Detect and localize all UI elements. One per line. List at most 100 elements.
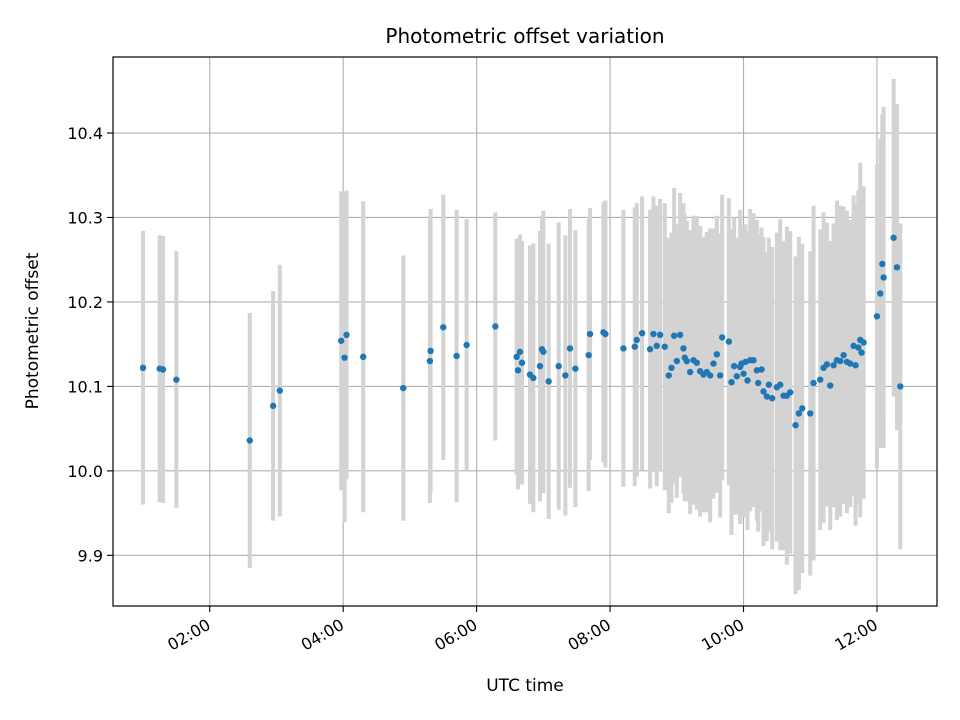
y-axis: 9.9 10.0 10.1 10.2 10.3 10.4: [67, 124, 113, 565]
data-point: [860, 339, 867, 346]
data-point: [754, 379, 762, 387]
y-tick-label: 9.9: [78, 546, 103, 565]
data-point: [246, 437, 253, 444]
data-point: [602, 330, 609, 338]
data-point: [807, 410, 814, 417]
data-point: [646, 346, 654, 353]
data-point: [750, 357, 757, 364]
data-point: [740, 370, 747, 377]
data-point: [514, 367, 522, 374]
data-point: [713, 351, 721, 358]
data-point: [893, 264, 901, 271]
data-point: [673, 357, 680, 365]
chart-title: Photometric offset variation: [385, 24, 664, 48]
data-point: [343, 331, 350, 339]
data-point: [877, 290, 884, 297]
data-point: [817, 376, 824, 383]
data-point: [518, 359, 526, 366]
data-point: [676, 331, 684, 339]
data-point: [427, 347, 434, 355]
data-point: [852, 362, 859, 369]
data-point: [765, 381, 773, 388]
data-point: [337, 337, 345, 344]
data-point: [426, 357, 434, 365]
data-point: [562, 372, 569, 379]
y-tick-label: 10.1: [67, 377, 103, 396]
data-point: [173, 376, 180, 383]
data-point: [897, 383, 904, 390]
data-point: [837, 357, 844, 365]
data-point: [586, 330, 594, 338]
y-tick-label: 10.2: [67, 293, 103, 312]
data-point: [873, 313, 881, 320]
data-point: [787, 389, 794, 396]
data-point: [440, 324, 447, 331]
data-point: [823, 361, 831, 368]
data-point: [530, 374, 537, 382]
data-point: [159, 366, 167, 373]
data-point: [725, 338, 733, 345]
data-point: [463, 341, 470, 349]
data-point: [540, 348, 547, 355]
data-point: [536, 362, 544, 370]
data-point: [686, 368, 694, 376]
data-point: [670, 332, 678, 339]
y-axis-label: Photometric offset: [23, 252, 43, 409]
data-point: [683, 357, 690, 365]
data-point: [769, 395, 776, 402]
y-tick-label: 10.3: [67, 208, 103, 227]
data-point: [638, 329, 646, 337]
data-point: [744, 377, 751, 384]
data-point: [566, 345, 574, 352]
data-point: [665, 372, 672, 379]
x-axis-label: UTC time: [486, 676, 564, 696]
plot-frame: [112, 56, 938, 607]
data-point: [760, 388, 767, 395]
data-point: [341, 354, 348, 361]
data-point: [453, 352, 460, 360]
data-point: [693, 359, 701, 366]
data-point: [633, 336, 640, 344]
data-point: [139, 364, 147, 372]
data-point: [513, 353, 520, 361]
data-point: [855, 344, 862, 351]
data-point: [840, 351, 847, 359]
data-point: [827, 382, 834, 389]
data-point: [733, 373, 741, 380]
data-point: [653, 342, 660, 350]
data-point: [777, 381, 784, 388]
data-point: [718, 334, 726, 341]
data-point: [880, 274, 887, 281]
data-point: [758, 366, 765, 373]
data-point: [276, 387, 284, 394]
data-point: [680, 345, 687, 352]
data-point: [792, 422, 799, 429]
data-point: [360, 353, 367, 361]
data-point: [799, 405, 806, 412]
data-point: [830, 362, 837, 369]
data-point: [728, 378, 735, 386]
data-point: [545, 378, 552, 385]
point-layer: [139, 234, 904, 444]
data-point: [810, 379, 817, 387]
data-point: [269, 402, 277, 410]
data-point: [847, 360, 854, 367]
data-point: [572, 365, 579, 372]
data-point: [890, 234, 897, 241]
data-point: [492, 323, 499, 330]
data-point: [631, 343, 638, 350]
data-point: [716, 372, 724, 379]
data-point: [668, 364, 675, 372]
data-point: [661, 343, 668, 350]
data-point: [555, 362, 562, 370]
data-point: [879, 260, 886, 268]
data-point: [730, 362, 738, 370]
data-point: [706, 372, 714, 379]
data-point: [585, 351, 592, 359]
data-point: [795, 410, 803, 417]
data-point: [620, 345, 627, 352]
data-point: [710, 360, 717, 367]
y-tick-label: 10.4: [67, 124, 103, 143]
data-point: [858, 349, 865, 356]
data-point: [516, 348, 524, 355]
